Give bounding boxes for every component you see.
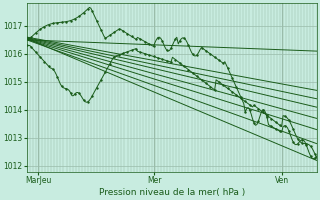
- X-axis label: Pression niveau de la mer( hPa ): Pression niveau de la mer( hPa ): [99, 188, 245, 197]
